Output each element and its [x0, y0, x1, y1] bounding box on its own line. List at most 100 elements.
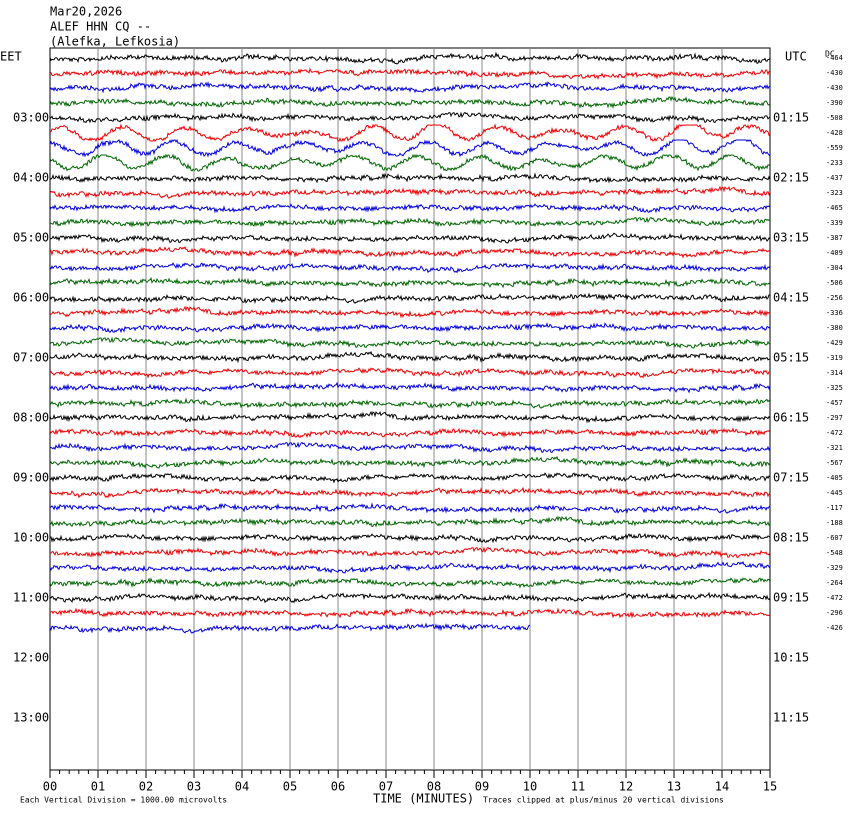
- plot-frame: [49, 47, 771, 771]
- trace: [49, 427, 771, 439]
- x-tick-label: 06: [331, 780, 345, 794]
- x-tick-label: 14: [715, 780, 729, 794]
- trace: [49, 216, 771, 229]
- left-time: 11:00: [13, 591, 49, 605]
- x-tick-label: 09: [475, 780, 489, 794]
- left-time: 13:00: [13, 711, 49, 725]
- x-tick-label: 08: [427, 780, 441, 794]
- right-time: 01:15: [773, 111, 809, 125]
- trace: [49, 262, 771, 274]
- trace: [49, 397, 771, 409]
- trace: [49, 95, 771, 109]
- dc-offset: -426: [826, 624, 843, 632]
- trace: [49, 51, 771, 65]
- right-time: 10:15: [773, 651, 809, 665]
- x-tick-label: 10: [523, 780, 537, 794]
- dc-offset: -117: [826, 504, 843, 512]
- right-time: 05:15: [773, 351, 809, 365]
- left-time: 09:00: [13, 471, 49, 485]
- trace: [49, 292, 771, 304]
- dc-offset: -559: [826, 144, 843, 152]
- trace: [49, 172, 771, 184]
- dc-offset: -464: [826, 54, 843, 62]
- x-tick-label: 12: [619, 780, 633, 794]
- dc-offset: -405: [826, 474, 843, 482]
- dc-offset: -506: [826, 279, 843, 287]
- x-tick-label: 04: [235, 780, 249, 794]
- dc-label: DC: [825, 50, 835, 59]
- x-tick-label: 05: [283, 780, 297, 794]
- trace: [49, 322, 771, 334]
- dc-offset: -387: [826, 234, 843, 242]
- trace: [49, 123, 771, 143]
- dc-offset: -437: [826, 174, 843, 182]
- dc-offset: -607: [826, 534, 843, 542]
- dc-offset: -264: [826, 579, 843, 587]
- dc-offset: -329: [826, 564, 843, 572]
- trace: [49, 472, 771, 484]
- x-tick-label: 00: [43, 780, 57, 794]
- x-tick-label: 02: [139, 780, 153, 794]
- trace: [49, 153, 771, 172]
- dc-offset: -430: [826, 84, 843, 92]
- dc-offset: -339: [826, 219, 843, 227]
- x-tick-label: 13: [667, 780, 681, 794]
- dc-offset: -567: [826, 459, 843, 467]
- trace: [49, 203, 771, 214]
- trace: [49, 350, 771, 364]
- dc-offset: -323: [826, 189, 843, 197]
- right-time: 03:15: [773, 231, 809, 245]
- dc-offset: -428: [826, 129, 843, 137]
- left-time: 10:00: [13, 531, 49, 545]
- dc-offset: -465: [826, 204, 843, 212]
- trace: [49, 410, 771, 424]
- dc-offset: -508: [826, 114, 843, 122]
- dc-offset: -296: [826, 609, 843, 617]
- right-time: 06:15: [773, 411, 809, 425]
- left-time: 12:00: [13, 651, 49, 665]
- dc-offset: -325: [826, 384, 843, 392]
- trace: [49, 622, 531, 634]
- dc-offset: -548: [826, 549, 843, 557]
- dc-offset: -304: [826, 264, 843, 272]
- trace: [49, 560, 771, 574]
- dc-offset: -188: [826, 519, 843, 527]
- right-time: 04:15: [773, 291, 809, 305]
- trace: [49, 111, 771, 124]
- right-time: 07:15: [773, 471, 809, 485]
- trace: [49, 305, 771, 319]
- scale-note: Each Vertical Division = 1000.00 microvo…: [20, 796, 227, 805]
- left-zone: EET: [0, 50, 22, 64]
- right-time: 09:15: [773, 591, 809, 605]
- x-title: TIME (MINUTES): [373, 792, 474, 806]
- clip-note: Traces clipped at plus/minus 20 vertical…: [483, 796, 724, 805]
- date: Mar20,2026: [50, 5, 122, 19]
- left-time: 05:00: [13, 231, 49, 245]
- right-zone: UTC: [785, 50, 807, 64]
- trace: [49, 502, 771, 514]
- trace: [49, 381, 771, 394]
- dc-offset: -445: [826, 489, 843, 497]
- dc-offset: -409: [826, 249, 843, 257]
- left-time: 08:00: [13, 411, 49, 425]
- trace: [49, 336, 771, 349]
- trace: [49, 546, 771, 558]
- dc-offset: -390: [826, 99, 843, 107]
- trace: [49, 455, 771, 469]
- trace: [49, 486, 771, 499]
- trace: [49, 245, 771, 259]
- trace: [49, 441, 771, 453]
- location: (Alefka, Lefkosia): [50, 35, 180, 49]
- dc-offset: -472: [826, 594, 843, 602]
- dc-offset: -472: [826, 429, 843, 437]
- dc-offset: -457: [826, 399, 843, 407]
- x-tick-label: 01: [91, 780, 105, 794]
- trace: [49, 80, 771, 94]
- trace: [49, 139, 771, 158]
- dc-offset: -321: [826, 444, 843, 452]
- trace: [49, 607, 771, 619]
- left-time: 04:00: [13, 171, 49, 185]
- dc-offset: -319: [826, 354, 843, 362]
- trace: [49, 515, 771, 528]
- trace: [49, 67, 771, 80]
